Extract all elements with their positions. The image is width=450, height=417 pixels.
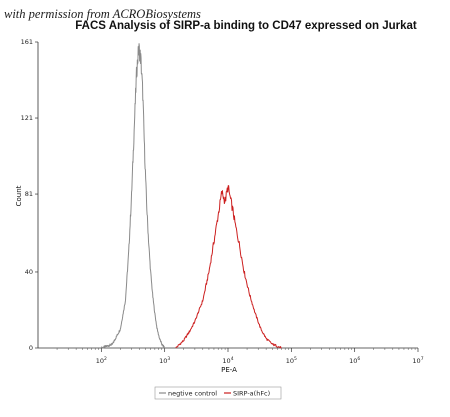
series-line-sirp-a-hfc xyxy=(175,185,282,349)
x-tick-label: 106 xyxy=(349,356,360,365)
x-tick-label: 104 xyxy=(222,356,233,365)
y-tick-label: 161 xyxy=(21,38,33,46)
x-tick-label: 105 xyxy=(286,356,297,365)
chart-title: FACS Analysis of SIRP-a binding to CD47 … xyxy=(75,20,417,32)
series-line-negative-control xyxy=(100,43,165,349)
axes: 0 40 81 121 161 102 103 104 105 106 107 xyxy=(21,38,424,365)
y-axis-label: Count xyxy=(15,185,23,206)
y-tick-label: 121 xyxy=(21,114,33,122)
watermark-text: with permission from ACROBiosystems xyxy=(4,7,201,21)
x-axis-label: PE-A xyxy=(221,366,237,374)
legend: negtive control SIRP-a(hFc) xyxy=(154,386,282,400)
legend-box xyxy=(154,386,282,400)
x-tick-label: 102 xyxy=(96,356,107,365)
x-tick-label: 107 xyxy=(412,356,423,365)
x-tick-label: 103 xyxy=(159,356,170,365)
legend-label: negtive control xyxy=(168,390,217,398)
y-tick-label: 0 xyxy=(29,344,33,352)
plot-series xyxy=(100,43,282,349)
y-tick-label: 81 xyxy=(25,190,33,198)
legend-label: SIRP-a(hFc) xyxy=(233,390,270,398)
y-tick-label: 40 xyxy=(25,268,33,276)
